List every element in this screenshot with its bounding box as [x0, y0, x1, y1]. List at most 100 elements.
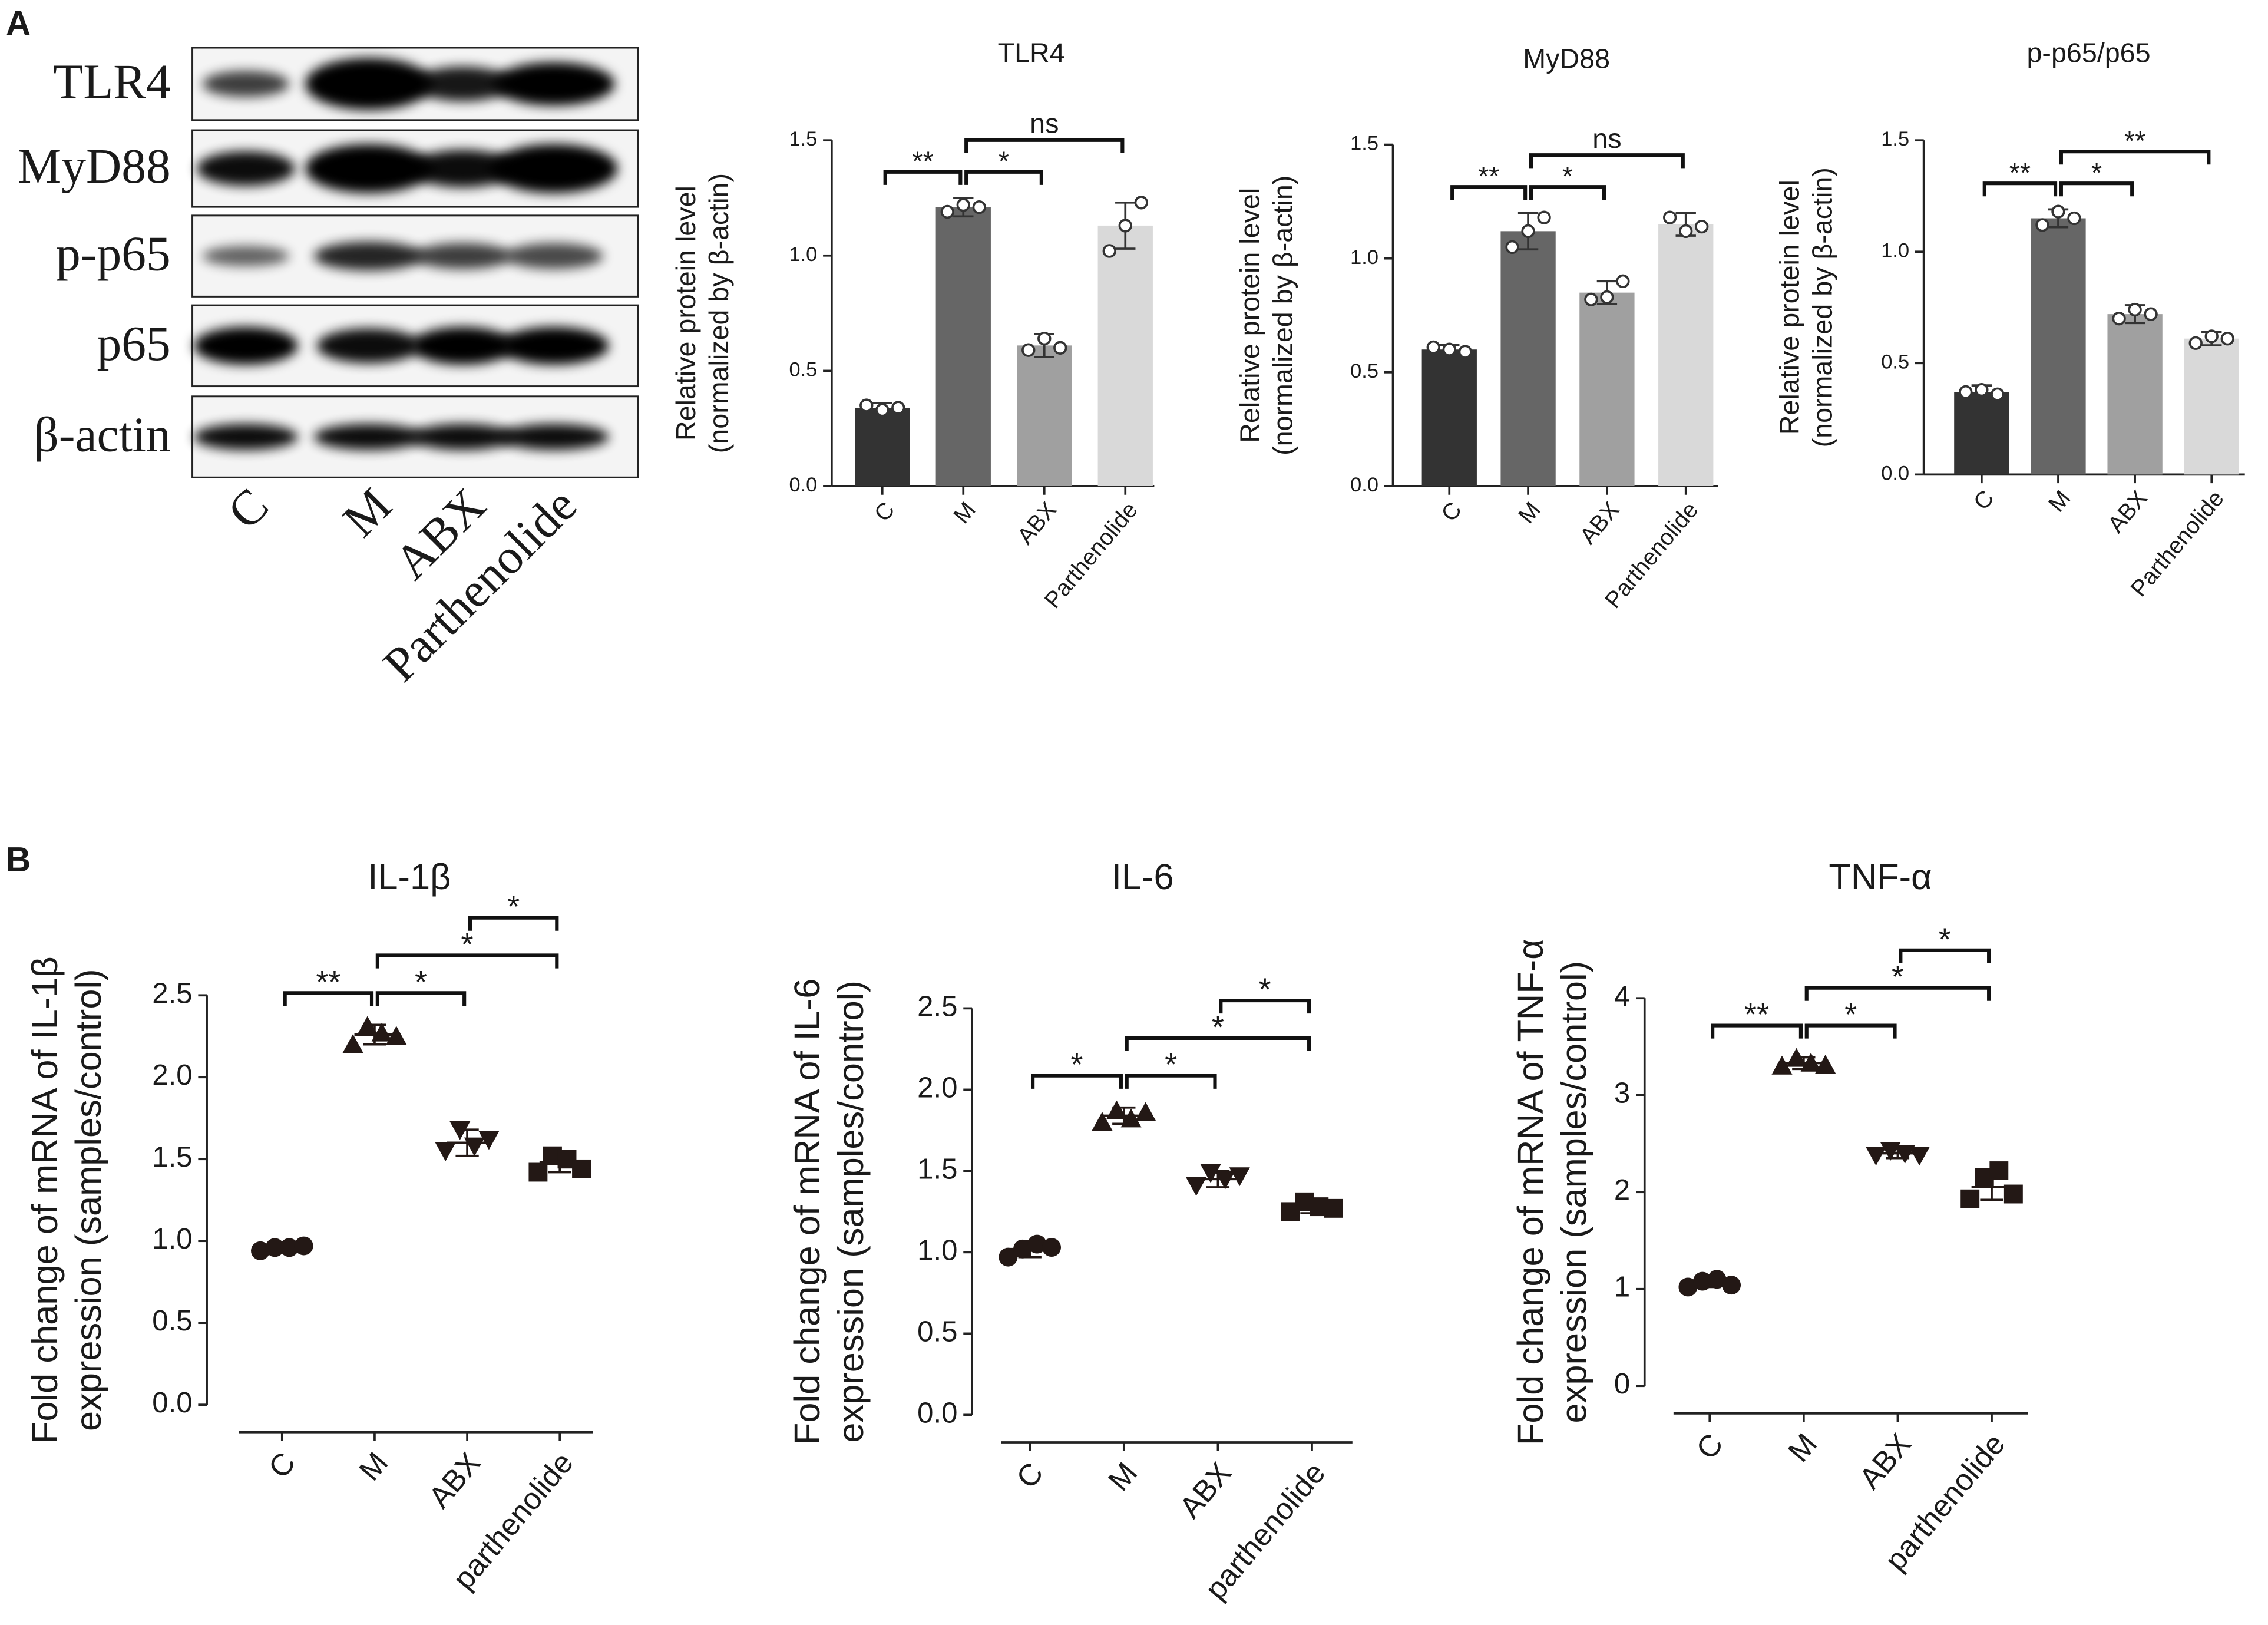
x-tick-label: C — [1689, 1427, 1729, 1466]
data-point — [1537, 210, 1551, 224]
y-axis-label: (normalized by β-actin) — [1268, 176, 1298, 455]
data-point — [999, 1247, 1018, 1267]
blot-band — [194, 424, 298, 450]
x-tick-label: M — [948, 497, 981, 529]
blot-band — [202, 246, 290, 266]
y-tick-label: 0 — [1614, 1368, 1630, 1400]
blot-band — [305, 58, 433, 110]
bar — [1017, 345, 1072, 487]
data-point — [371, 1022, 392, 1042]
data-point — [1600, 290, 1614, 305]
blot-band — [414, 66, 513, 101]
data-point — [1135, 1102, 1156, 1121]
bar — [1658, 224, 1714, 487]
data-point — [1800, 1052, 1821, 1072]
data-point — [1200, 1164, 1221, 1183]
significance-bracket — [1125, 1036, 1311, 1051]
data-point — [342, 1034, 363, 1053]
blot-band — [316, 328, 421, 364]
significance-bracket — [1125, 1074, 1217, 1089]
y-tick-label: 0.0 — [152, 1387, 192, 1419]
data-point — [528, 1162, 548, 1182]
data-point — [1679, 224, 1693, 239]
data-point — [1960, 1189, 1980, 1208]
data-point — [956, 198, 970, 212]
blot-row-label: β-actin — [34, 408, 170, 463]
x-tick-label: M — [1781, 1427, 1823, 1468]
y-tick-label: 2.5 — [917, 990, 957, 1022]
blot-band — [411, 424, 515, 450]
chart-title: p-p65/p65 — [2026, 38, 2150, 68]
y-tick-label: 1.5 — [917, 1153, 957, 1185]
data-point — [1722, 1276, 1741, 1295]
data-point — [1975, 383, 1989, 397]
data-point — [940, 204, 954, 219]
data-point — [1102, 244, 1116, 258]
significance-label: * — [1844, 997, 1857, 1032]
y-axis-label: Relative protein level — [670, 186, 701, 441]
y-tick-label: 1.0 — [917, 1234, 957, 1266]
significance-label: * — [2091, 157, 2102, 188]
x-tick-label: ABX — [2102, 485, 2152, 537]
blot-lane-label: C — [217, 478, 279, 539]
blot-band — [411, 326, 515, 365]
x-tick-label: ABX — [1172, 1456, 1238, 1524]
y-tick-label: 0.5 — [917, 1316, 957, 1347]
y-axis-label: Relative protein level — [1774, 180, 1805, 435]
data-point — [891, 401, 905, 415]
data-point — [2144, 307, 2158, 321]
x-tick-label: ABX — [1852, 1427, 1917, 1495]
bar — [1500, 231, 1556, 487]
data-point — [972, 200, 986, 214]
data-point — [2112, 312, 2126, 326]
y-tick-label: 1.5 — [1881, 128, 1909, 150]
bar — [2184, 338, 2239, 475]
data-point — [1215, 1170, 1236, 1190]
data-point — [1707, 1270, 1727, 1289]
significance-label: * — [1212, 1009, 1224, 1045]
x-tick-label: C — [1009, 1456, 1049, 1495]
data-point — [1458, 345, 1472, 359]
significance-label: * — [1165, 1047, 1177, 1082]
blot-band — [313, 242, 424, 271]
data-point — [1866, 1147, 1887, 1166]
significance-bracket — [1031, 1074, 1123, 1089]
significance-label: * — [461, 927, 474, 962]
significance-bracket — [1899, 948, 1991, 963]
data-point — [1692, 1271, 1712, 1291]
data-point — [1426, 340, 1440, 355]
y-tick-label: 0.0 — [789, 474, 818, 496]
significance-label: ** — [2124, 125, 2145, 156]
data-point — [1037, 331, 1052, 346]
y-tick-label: 1.5 — [152, 1141, 192, 1173]
significance-bracket — [1529, 153, 1685, 169]
data-point — [2204, 329, 2219, 344]
significance-bracket — [1529, 185, 1606, 200]
data-point — [280, 1238, 299, 1257]
significance-bracket — [375, 953, 559, 969]
significance-label: * — [1259, 972, 1271, 1008]
significance-label: * — [1562, 161, 1573, 191]
y-tick-label: 2.0 — [152, 1059, 192, 1091]
significance-label: ** — [316, 965, 340, 1000]
data-point — [1092, 1112, 1113, 1131]
panel-label: A — [6, 5, 31, 43]
data-point — [859, 398, 874, 412]
data-point — [1013, 1239, 1032, 1259]
data-point — [1909, 1147, 1930, 1166]
blot-band — [490, 144, 618, 193]
significance-label: * — [415, 965, 427, 1000]
blot-band — [305, 144, 433, 193]
data-point — [449, 1121, 471, 1140]
chart-title: TLR4 — [998, 38, 1065, 68]
bar — [855, 407, 910, 487]
y-tick-label: 1.0 — [1350, 246, 1378, 269]
data-point — [1120, 1108, 1142, 1128]
data-point — [435, 1142, 456, 1161]
y-tick-label: 1.0 — [1881, 239, 1909, 262]
y-tick-label: 0.0 — [917, 1397, 957, 1429]
y-axis-label: expression (samples/control) — [831, 980, 871, 1443]
blot-band — [313, 424, 424, 450]
data-point — [1324, 1198, 1343, 1218]
data-point — [1021, 343, 1036, 357]
